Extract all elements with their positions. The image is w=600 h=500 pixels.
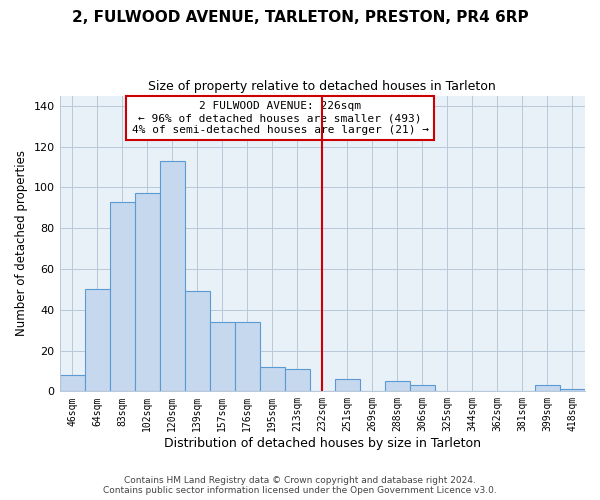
Bar: [110, 202, 134, 392]
Bar: [59, 375, 85, 392]
Y-axis label: Number of detached properties: Number of detached properties: [15, 150, 28, 336]
Bar: [535, 385, 560, 392]
X-axis label: Distribution of detached houses by size in Tarleton: Distribution of detached houses by size …: [164, 437, 481, 450]
Bar: [335, 379, 360, 392]
Bar: [85, 290, 110, 392]
Text: 2 FULWOOD AVENUE: 226sqm
← 96% of detached houses are smaller (493)
4% of semi-d: 2 FULWOOD AVENUE: 226sqm ← 96% of detach…: [132, 102, 429, 134]
Bar: [285, 369, 310, 392]
Bar: [385, 381, 410, 392]
Bar: [209, 322, 235, 392]
Text: 2, FULWOOD AVENUE, TARLETON, PRESTON, PR4 6RP: 2, FULWOOD AVENUE, TARLETON, PRESTON, PR…: [71, 10, 529, 25]
Bar: [260, 367, 285, 392]
Bar: [235, 322, 260, 392]
Bar: [410, 385, 435, 392]
Bar: [560, 390, 585, 392]
Bar: [134, 194, 160, 392]
Title: Size of property relative to detached houses in Tarleton: Size of property relative to detached ho…: [148, 80, 496, 93]
Text: Contains HM Land Registry data © Crown copyright and database right 2024.
Contai: Contains HM Land Registry data © Crown c…: [103, 476, 497, 495]
Bar: [160, 161, 185, 392]
Bar: [185, 292, 209, 392]
